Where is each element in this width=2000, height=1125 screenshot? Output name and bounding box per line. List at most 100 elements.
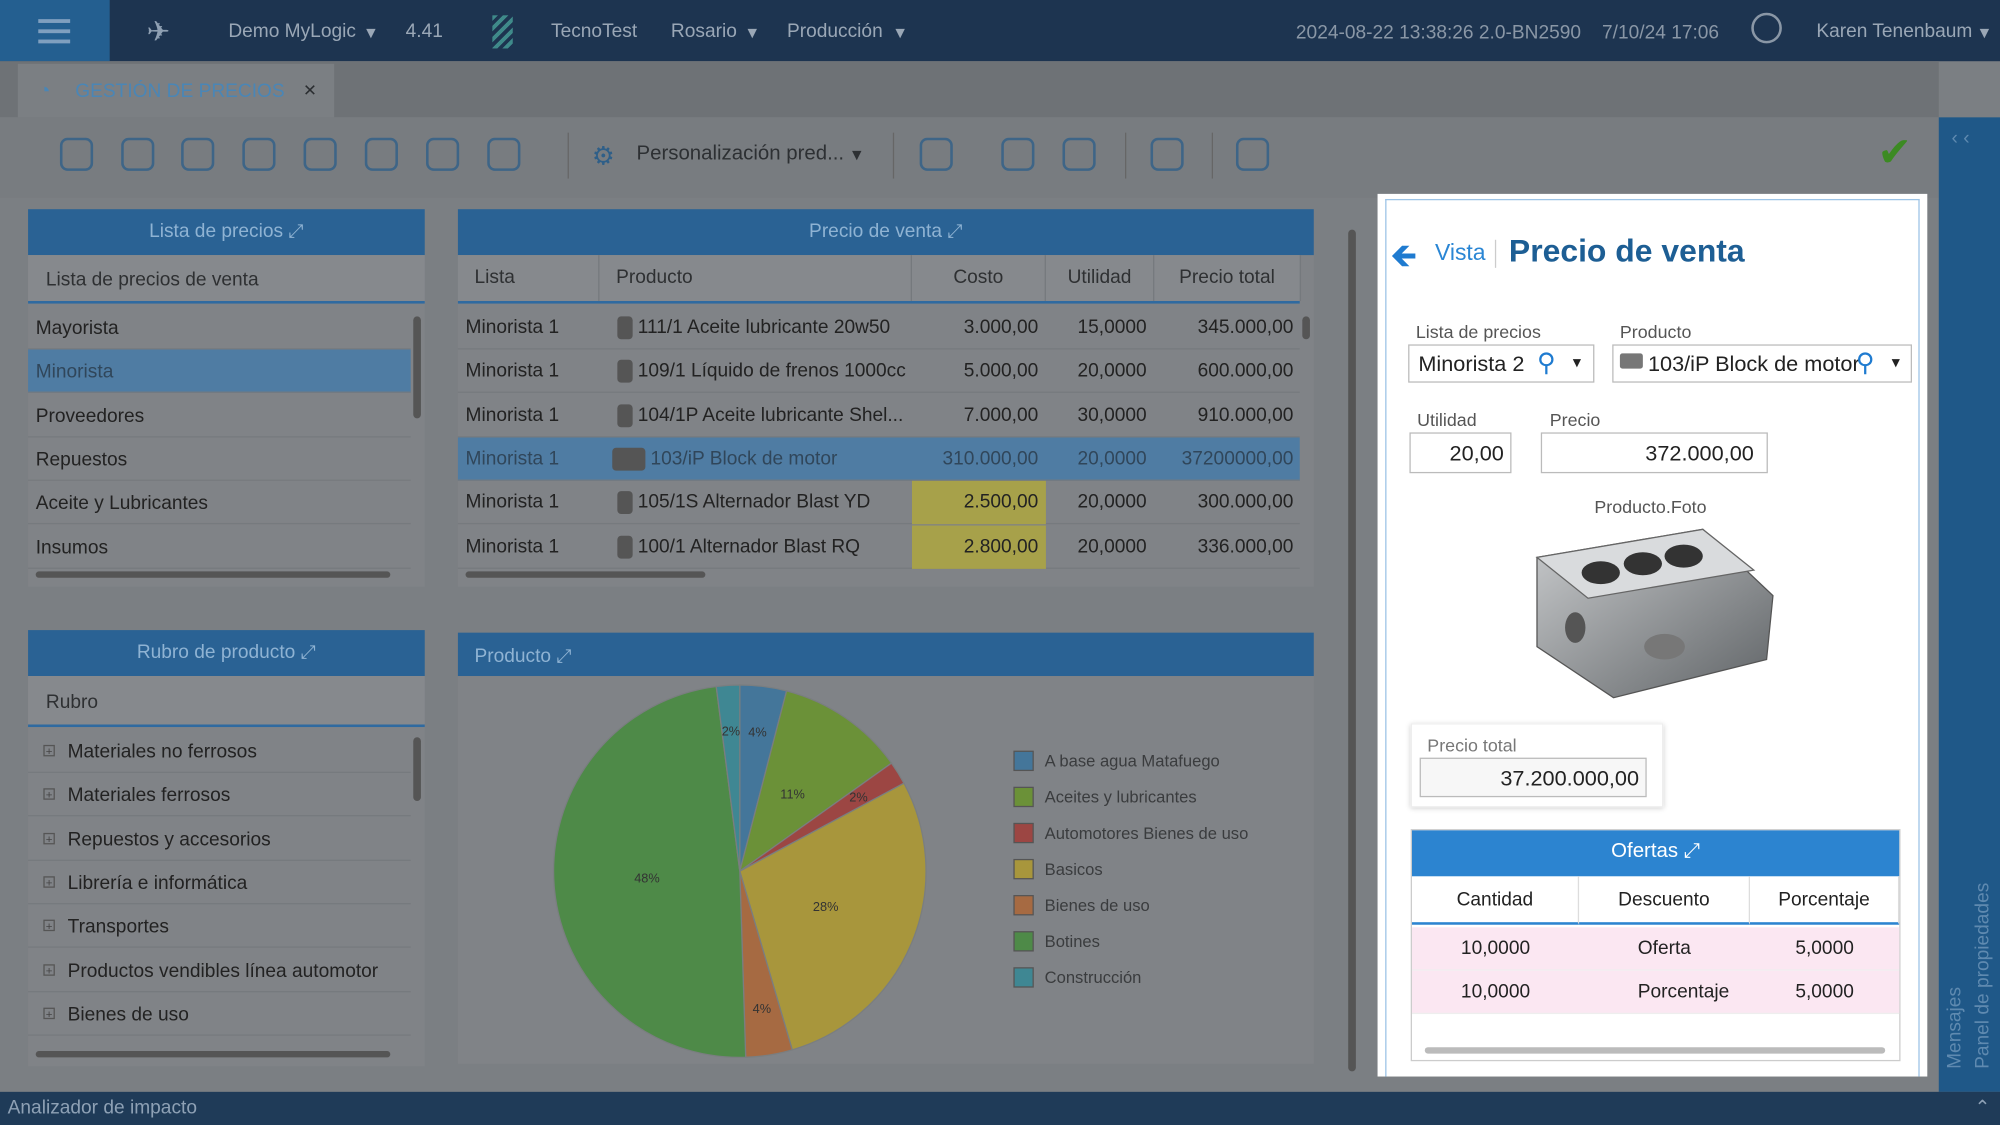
table-cell: 100/1 Alternador Blast RQ	[637, 535, 861, 557]
toolbar	[0, 117, 1939, 198]
company[interactable]: Demo MyLogic	[228, 20, 356, 43]
toolbar-icon[interactable]	[426, 137, 460, 171]
list-row[interactable]: Aceite y Lubricantes	[28, 481, 411, 525]
org-logo	[492, 15, 513, 49]
branch[interactable]: Rosario	[670, 20, 737, 43]
toolbar-icon[interactable]	[487, 137, 521, 171]
build: 2024-08-22 13:38:26 2.0-BN2590	[1295, 21, 1582, 44]
product-icon	[617, 403, 633, 427]
table-cell: 300.000,00	[1197, 491, 1294, 513]
expand-icon: +	[43, 788, 55, 801]
scrollbar	[465, 571, 706, 578]
table-row[interactable]	[1411, 970, 1900, 1015]
product-photo	[1535, 528, 1774, 699]
chat-icon[interactable]	[1751, 12, 1782, 44]
photo-label: Producto.Foto	[1594, 496, 1707, 517]
product-field[interactable]: 103/iP Block de motor ⚲ ▾	[1612, 344, 1912, 383]
product-icon	[617, 360, 633, 384]
tree-label: Librería e informática	[67, 872, 248, 894]
column-title: Cantidad	[1411, 876, 1580, 925]
table-row[interactable]	[457, 394, 1300, 437]
table-row[interactable]	[457, 350, 1300, 394]
toolbar-icon[interactable]	[919, 137, 953, 171]
table-cell: 345.000,00	[1197, 316, 1294, 339]
panel-title: Rubro de producto	[136, 641, 296, 664]
back-arrow[interactable]: 🡸	[1390, 235, 1418, 275]
table-cell: 20,0000	[1077, 447, 1147, 470]
dropdown-arrow: ▾	[1979, 21, 1990, 44]
table-cell: 20,0000	[1077, 535, 1147, 557]
toolbar-icon[interactable]	[242, 137, 276, 171]
footer-text[interactable]: Analizador de impacto	[7, 1096, 197, 1119]
tree-row[interactable]	[28, 948, 411, 992]
footer: Analizador de impacto ⌃	[0, 1091, 2000, 1125]
field-label: Lista de precios	[1415, 321, 1541, 342]
messages-tab[interactable]: Mensajes	[1943, 986, 1966, 1069]
tree-row[interactable]	[28, 992, 411, 1036]
collapse[interactable]: ‹ ‹	[1951, 127, 1970, 150]
user[interactable]: Karen Tenenbaum	[1816, 20, 1973, 43]
legend-label: Automotores Bienes de uso	[1045, 824, 1249, 843]
table-cell: 5.000,00	[963, 360, 1039, 382]
toolbar-icon[interactable]	[1001, 137, 1035, 171]
field-label: Producto	[1619, 321, 1692, 342]
properties-tab[interactable]: Panel de propiedades	[1971, 882, 1994, 1069]
list-row[interactable]: Proveedores	[28, 394, 411, 437]
tab[interactable]: ◔ GESTIÓN DE PRECIOS ×	[17, 63, 335, 118]
scroll-thumb	[1302, 316, 1310, 340]
product-icon	[617, 491, 633, 515]
dropdown-arrow: ▾	[895, 21, 906, 44]
side-strip: ‹ ‹ Mensajes Panel de propiedades	[1938, 117, 2000, 1092]
table-cell: 2.800,00	[911, 524, 1046, 569]
toolbar-icon[interactable]	[1062, 137, 1096, 171]
column-title: Costo	[912, 255, 1046, 302]
list-row[interactable]: Insumos	[28, 525, 411, 569]
list-row[interactable]: Minorista	[28, 349, 411, 394]
customization[interactable]: Personalización pred...	[636, 142, 845, 165]
category-panel: Rubro de producto ⤢ Rubro + Materiales no…	[28, 630, 425, 1067]
table-row[interactable]	[457, 481, 1300, 525]
org: TecnoTest	[551, 20, 638, 43]
table-row[interactable]	[457, 437, 1300, 481]
toolbar-icon[interactable]	[181, 137, 215, 171]
expand-icon: +	[43, 832, 55, 845]
tree-row[interactable]	[28, 861, 411, 905]
price-field[interactable]: 372.000,00	[1540, 432, 1768, 474]
menu-button[interactable]	[0, 0, 110, 62]
table-row[interactable]	[457, 525, 1300, 569]
toolbar-icon[interactable]	[59, 137, 94, 171]
toolbar-icon[interactable]	[364, 137, 398, 171]
offers-table: Ofertas ⤢ Cantidad Descuento Porcentaje 10,…	[1410, 829, 1901, 1062]
list-row[interactable]: Mayorista	[28, 306, 411, 350]
tree-row[interactable]	[28, 773, 411, 817]
table-cell: 111/1 Aceite lubricante 20w50	[637, 316, 891, 339]
module[interactable]: Producción	[786, 20, 883, 43]
confirm-button[interactable]: ✔	[1877, 128, 1912, 175]
table-cell: Minorista 1	[465, 360, 560, 382]
column-title: Producto	[599, 255, 912, 302]
tab-close[interactable]: ×	[303, 77, 317, 103]
utility-field[interactable]: 20,00	[1409, 432, 1512, 474]
tree-label: Transportes	[67, 916, 169, 938]
tree-row[interactable]	[28, 817, 411, 861]
table-cell: Minorista 1	[465, 316, 560, 339]
back-link[interactable]: Vista	[1434, 239, 1486, 266]
toolbar-icon[interactable]	[303, 137, 337, 171]
table-cell: 310.000,00	[942, 447, 1039, 470]
toolbar-icon[interactable]	[121, 137, 155, 171]
slice-label: 4%	[748, 724, 766, 739]
price-list-field[interactable]: Minorista 2 ⚲ ▾	[1408, 344, 1595, 383]
tree-row[interactable]	[28, 905, 411, 948]
table-row[interactable]	[1411, 927, 1900, 971]
toolbar-icon[interactable]	[1150, 137, 1184, 171]
table-row[interactable]	[457, 306, 1300, 350]
expand-icon: +	[43, 744, 55, 757]
tree-label: Bienes de uso	[67, 1003, 189, 1026]
legend-swatch	[1013, 750, 1034, 772]
list-row[interactable]: Repuestos	[28, 437, 411, 481]
table-cell: 20,0000	[1077, 360, 1147, 382]
tree-row[interactable]	[28, 730, 411, 773]
table-cell: 10,0000	[1460, 980, 1531, 1003]
pie-slice	[715, 684, 741, 872]
toolbar-icon[interactable]	[1235, 137, 1270, 171]
